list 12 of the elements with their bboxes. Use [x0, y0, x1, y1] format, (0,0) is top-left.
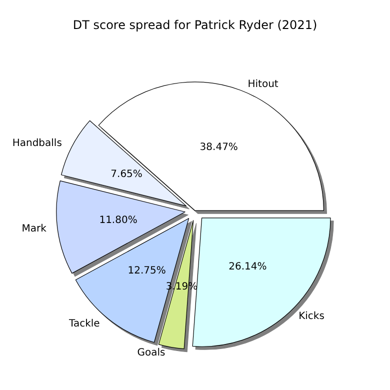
slice-label: Mark	[22, 223, 47, 234]
data-label: 26.14%	[228, 262, 267, 273]
slice-label: Tackle	[68, 318, 100, 330]
slice-label: Kicks	[298, 311, 324, 322]
data-label: 12.75%	[128, 266, 166, 277]
chart-title: DT score spread for Patrick Ryder (2021)	[72, 18, 318, 32]
data-label: 38.47%	[200, 142, 238, 154]
slice-label: Goals	[137, 348, 166, 359]
slice-label: Hitout	[248, 79, 278, 90]
data-label: 11.80%	[99, 214, 138, 226]
data-label: 7.65%	[110, 169, 142, 180]
slice-label: Handballs	[12, 138, 62, 149]
